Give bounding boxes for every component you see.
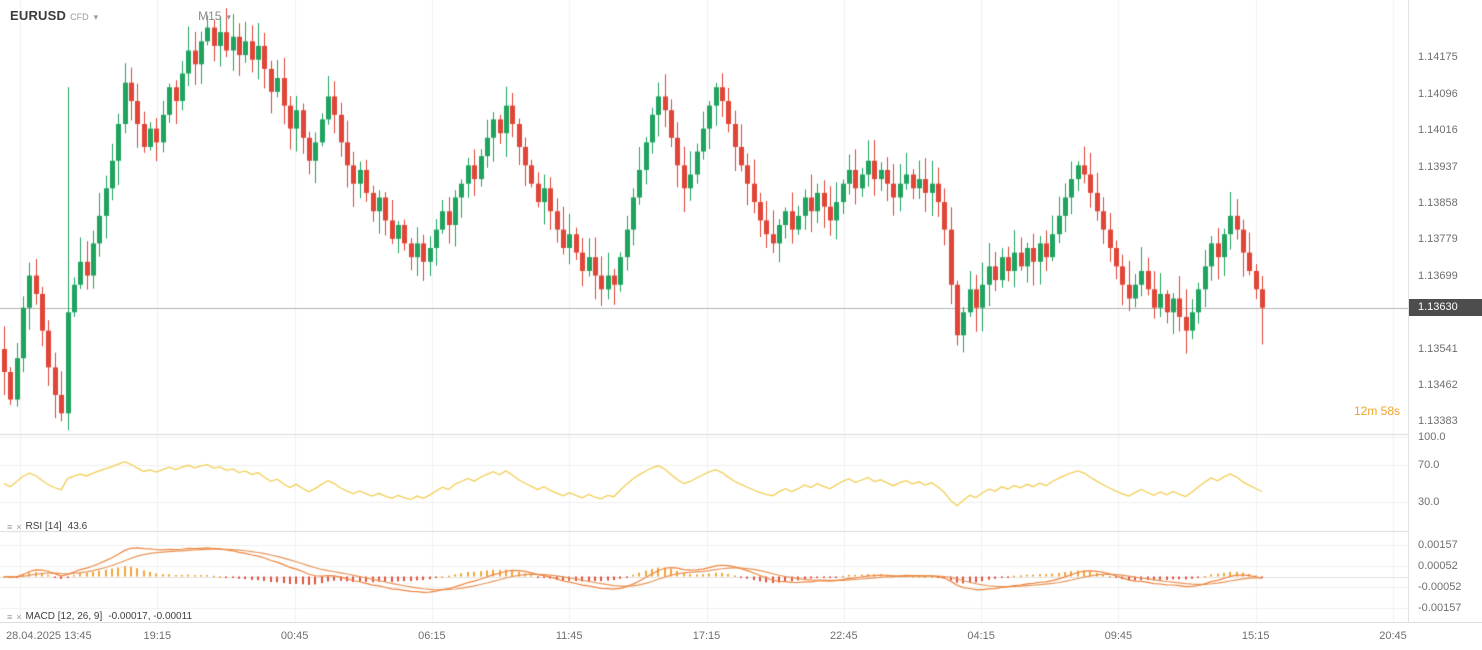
time-axis-label: 28.04.2025 13:45 [6,630,92,642]
time-axis-label: 06:15 [418,630,446,642]
price-axis-label: 1.13699 [1418,270,1458,282]
price-axis-label: 1.14096 [1418,87,1458,100]
rsi-axis-label: 30.0 [1418,496,1440,509]
candle-countdown-timer: 12m 58s [1353,404,1400,418]
time-axis-label: 17:15 [692,630,721,642]
current-price-badge: 1.13630 [1409,299,1482,317]
rsi-axis-label: 100.0 [1418,430,1446,443]
time-axis-label: 04:15 [967,630,995,642]
price-axis-label: 1.13462 [1418,378,1458,391]
rsi-label: RSI [14] [25,521,62,532]
rsi-value: 43.6 [67,521,88,532]
price-axis[interactable]: 1.13630 1.14175 1.14096 1.14016 1.13937 1.13… [1408,0,1482,622]
timeframe-selector[interactable]: M15 ▾ [198,9,231,23]
symbol-selector[interactable]: EURUSD CFD ▾ [10,8,98,23]
time-axis-label: 22:45 [830,630,858,642]
price-axis-label: 1.14175 [1418,51,1458,64]
indicator-settings-icon[interactable]: ≡ [7,521,13,532]
symbol-label: EURUSD [10,8,67,23]
price-axis-label: 1.13858 [1418,196,1458,209]
chart-header: EURUSD CFD ▾ M15 ▾ [10,8,231,23]
macd-indicator-legend: ≡ × MACD [12, 26, 9] -0.00017, -0.00011 [7,611,192,622]
time-axis-label: 20:45 [1379,630,1407,642]
time-axis-label: 09:45 [1104,630,1133,642]
instrument-type-badge: CFD [70,12,89,22]
chevron-down-icon: ▾ [93,12,99,22]
time-axis-label: 19:15 [143,630,172,642]
chevron-down-icon: ▾ [226,12,232,22]
macd-axis-label: 0.00052 [1418,559,1458,572]
indicator-settings-icon[interactable]: ≡ [7,611,13,622]
timeframe-label: M15 [198,9,222,23]
price-axis-label: 1.13541 [1418,342,1458,355]
time-axis-label: 15:15 [1241,630,1270,642]
rsi-axis-label: 70.0 [1418,458,1440,471]
macd-values: -0.00017, -0.00011 [108,611,193,622]
macd-axis-label: 0.00157 [1418,538,1458,551]
macd-axis-label: -0.00157 [1418,602,1462,615]
price-axis-label: 1.14016 [1418,124,1458,137]
price-chart-canvas[interactable] [0,0,1408,622]
time-axis-label: 11:45 [555,630,583,642]
rsi-indicator-legend: ≡ × RSI [14] 43.6 [7,521,87,532]
indicator-close-icon[interactable]: × [16,521,22,532]
price-axis-label: 1.13383 [1418,415,1458,428]
time-axis-label: 00:45 [280,630,309,642]
indicator-close-icon[interactable]: × [16,611,22,622]
time-axis[interactable]: 28.04.2025 13:45 19:15 00:45 06:15 11:45 17:1… [0,622,1482,650]
price-axis-label: 1.13779 [1418,233,1458,246]
macd-axis-label: -0.00052 [1418,581,1462,593]
macd-label: MACD [12, 26, 9] [25,611,103,622]
price-axis-label: 1.13937 [1418,160,1458,173]
